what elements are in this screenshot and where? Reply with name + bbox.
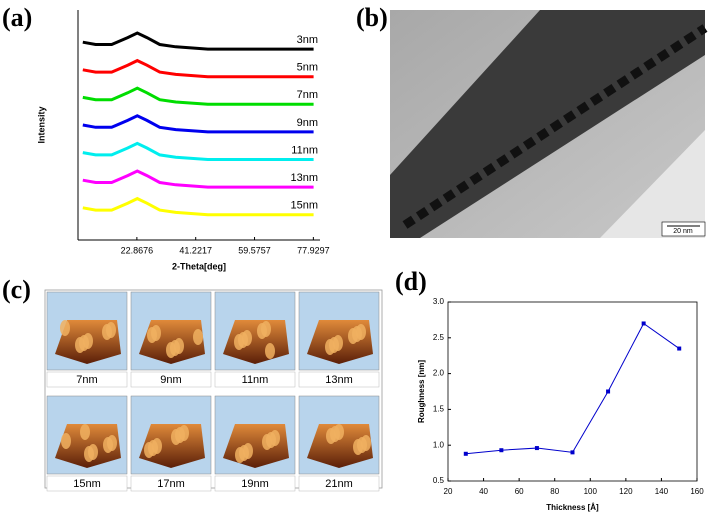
x-axis-label: 2-Theta[deg] (172, 261, 226, 271)
afm-surface (307, 424, 373, 468)
afm-label: 9nm (160, 374, 181, 386)
afm-peak (235, 447, 245, 463)
data-line (465, 322, 680, 455)
x-tick-label: 160 (690, 487, 704, 496)
data-point (499, 448, 504, 453)
afm-peak (75, 337, 85, 353)
afm-peak (84, 446, 94, 462)
data-point (677, 346, 682, 351)
x-tick-label: 140 (655, 487, 669, 496)
x-axis-label: Thickness [Å] (546, 503, 599, 512)
afm-label: 19nm (241, 478, 269, 490)
afm-label: 17nm (157, 478, 185, 490)
afm-label-cell (298, 475, 380, 492)
afm-peak (353, 439, 363, 455)
panel-label: (c) (2, 275, 31, 304)
x-tick-label: 41.2217 (179, 245, 212, 255)
x-tick-label: 22.8676 (121, 245, 154, 255)
series-label: 3nm (297, 34, 318, 46)
afm-peak (257, 323, 267, 339)
series-label: 7nm (297, 89, 318, 101)
tem-image: 20 nm (390, 10, 708, 238)
afm-peak (193, 329, 203, 345)
data-line (82, 58, 314, 79)
x-tick-label: 60 (515, 487, 524, 496)
x-tick-label: 40 (479, 487, 488, 496)
data-point (534, 446, 539, 451)
series-label: 13nm (290, 172, 318, 184)
afm-label-cell (214, 371, 296, 388)
scale-bar-label: 20 nm (673, 228, 693, 235)
y-tick-label: 2.0 (433, 369, 445, 378)
x-tick-label: 80 (550, 487, 559, 496)
x-tick-label: 100 (584, 487, 598, 496)
y-axis-label: Intensity (36, 106, 46, 143)
y-tick-label: 3.0 (433, 297, 445, 306)
afm-label-cell (46, 475, 128, 492)
data-point (463, 451, 468, 456)
data-line (82, 86, 314, 106)
afm-label: 11nm (242, 374, 269, 386)
afm-label: 21nm (325, 478, 353, 490)
afm-peak (60, 320, 70, 336)
afm-grid: 7nm 9nm 11nm 13nm 15nm 17nm 19nm 21nm (44, 289, 383, 492)
afm-label-cell (130, 475, 212, 492)
afm-peak (348, 328, 358, 344)
afm-peak (61, 433, 71, 449)
afm-surface (55, 424, 121, 468)
afm-peak (103, 437, 113, 453)
panel-label: (d) (395, 267, 427, 296)
panel-label: (a) (2, 3, 32, 32)
afm-label-cell (214, 475, 296, 492)
y-tick-label: 0.5 (433, 476, 445, 485)
afm-label-cell (298, 371, 380, 388)
afm-peak (166, 342, 176, 358)
afm-label-cell (130, 371, 212, 388)
data-line (82, 114, 314, 134)
afm-peak (234, 334, 244, 350)
data-line (82, 141, 314, 161)
afm-peak (102, 324, 112, 340)
data-point (641, 321, 646, 326)
afm-label-cell (46, 371, 128, 388)
data-point (606, 389, 611, 394)
series-label: 5nm (297, 62, 318, 74)
afm-peak (80, 424, 90, 440)
series-label: 15nm (290, 200, 318, 212)
afm-peak (265, 343, 275, 359)
afm-peak (326, 428, 336, 444)
x-tick-label: 20 (444, 487, 453, 496)
plot-frame (447, 301, 698, 482)
x-tick-label: 59.5757 (238, 245, 271, 255)
y-axis-label: Roughness [nm] (417, 360, 426, 423)
afm-peak (262, 434, 272, 450)
data-line (82, 196, 314, 217)
afm-peak (144, 442, 154, 458)
data-line (82, 31, 314, 51)
afm-peak (147, 327, 157, 343)
afm-label: 15nm (73, 478, 101, 490)
x-tick-label: 77.9297 (297, 245, 330, 255)
afm-label: 7nm (76, 374, 97, 386)
y-tick-label: 1.5 (433, 405, 445, 414)
data-point (570, 450, 575, 455)
y-tick-label: 2.5 (433, 333, 445, 342)
y-tick-label: 1.0 (433, 440, 445, 449)
series-label: 11nm (291, 144, 318, 156)
series-label: 9nm (297, 117, 318, 129)
data-line (82, 169, 314, 189)
x-tick-label: 120 (619, 487, 633, 496)
afm-peak (171, 429, 181, 445)
afm-peak (325, 339, 335, 355)
afm-label: 13nm (325, 374, 353, 386)
panel-label: (b) (356, 3, 388, 32)
